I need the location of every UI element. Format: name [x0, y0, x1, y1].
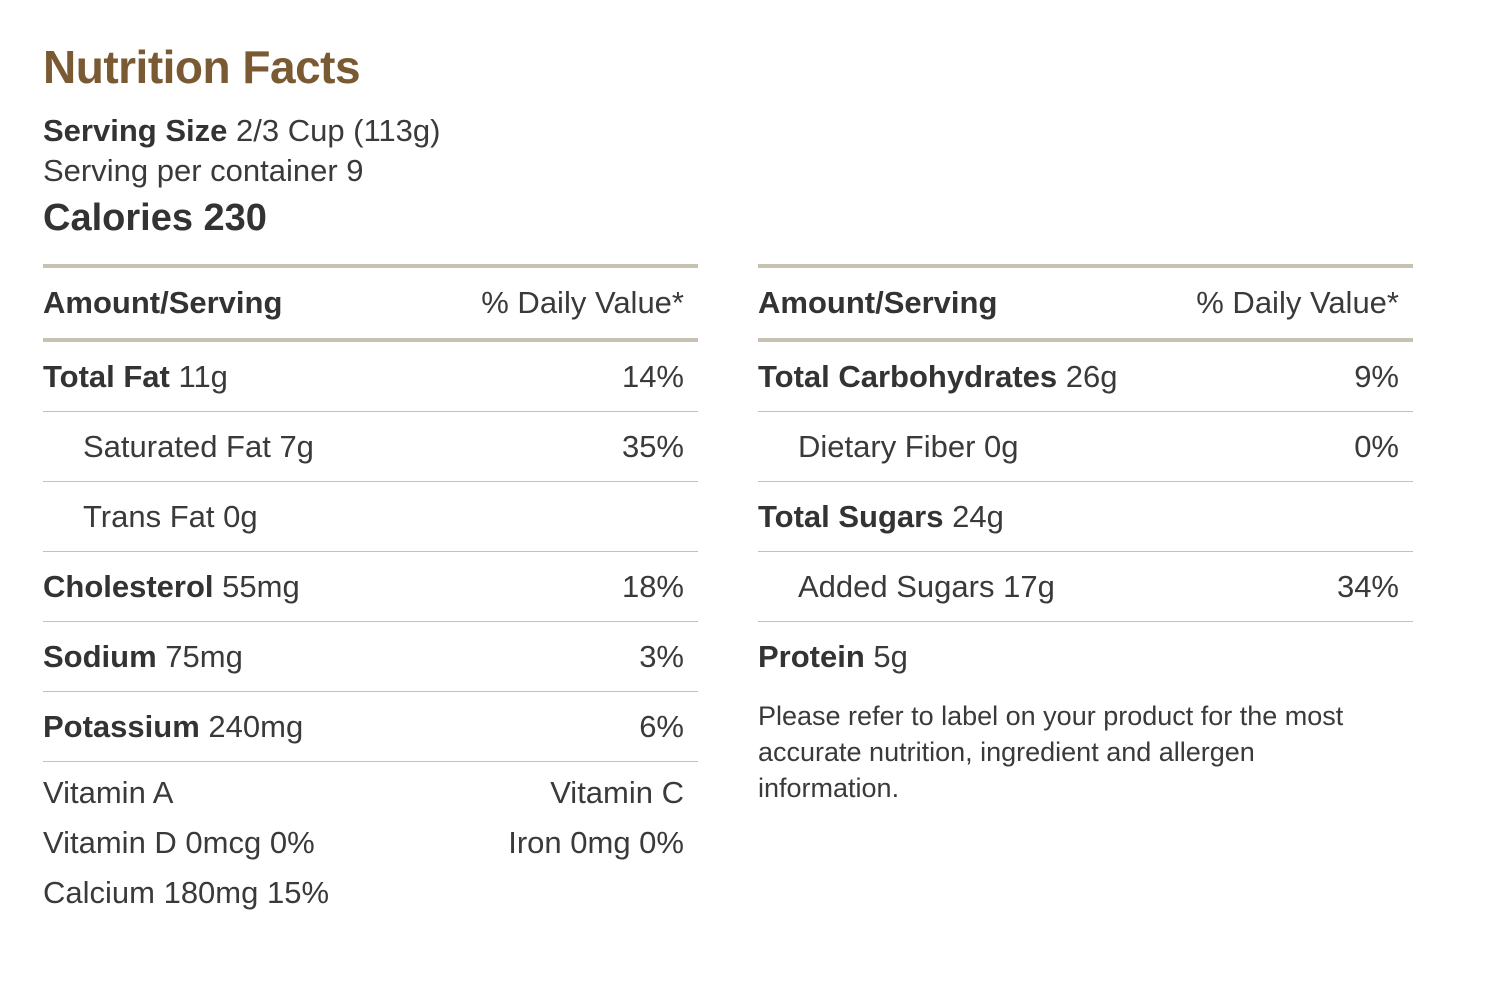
nutrient-label: Cholesterol 55mg	[43, 569, 300, 605]
nutrient-label: Protein 5g	[758, 639, 908, 675]
nutrient-label: Saturated Fat 7g	[83, 428, 314, 464]
vitamin-row: Vitamin D 0mcg 0% Iron 0mg 0%	[43, 818, 684, 868]
nutrient-dv: 6%	[639, 708, 684, 744]
table-header: Amount/Serving % Daily Value*	[758, 268, 1413, 338]
nutrient-label: Sodium 75mg	[43, 639, 243, 675]
table-row: Added Sugars 17g 34%	[758, 552, 1413, 622]
daily-value-header: % Daily Value*	[1196, 285, 1399, 320]
table-row: Dietary Fiber 0g 0%	[758, 412, 1413, 482]
serving-size-value: 2/3 Cup (113g)	[235, 113, 441, 148]
nutrient-dv: 34%	[1336, 568, 1399, 604]
serving-size-label: Serving Size	[43, 113, 228, 148]
nutrient-label: Total Sugars 24g	[758, 499, 1004, 535]
nutrient-dv: 18%	[621, 568, 684, 604]
nutrient-dv: 14%	[621, 358, 684, 394]
nutrient-label: Trans Fat 0g	[83, 498, 258, 534]
table-row: Cholesterol 55mg 18%	[43, 552, 698, 622]
nutrient-dv: 0%	[1354, 428, 1399, 464]
top-divider	[758, 264, 1413, 268]
vitamin-c: Vitamin C	[550, 775, 684, 810]
table-row: Total Carbohydrates 26g 9%	[758, 342, 1413, 412]
vitamin-a: Vitamin A	[43, 775, 174, 810]
nutrient-amount: 26g	[1065, 358, 1118, 394]
nutrient-amount: 55mg	[222, 568, 300, 604]
nutrient-label: Dietary Fiber 0g	[798, 428, 1019, 464]
nutrient-amount: 11g	[178, 358, 228, 394]
nutrient-label: Total Carbohydrates 26g	[758, 359, 1118, 395]
nutrient-table-left: Amount/Serving % Daily Value* Total Fat …	[43, 264, 698, 762]
table-row: Total Fat 11g 14%	[43, 342, 698, 412]
table-row: Sodium 75mg 3%	[43, 622, 698, 692]
nutrient-name: Total Fat	[43, 358, 170, 394]
nutrient-name: Total Carbohydrates	[758, 358, 1058, 394]
nutrient-amount: 240mg	[208, 708, 304, 744]
vitamin-d: Vitamin D 0mcg 0%	[43, 825, 315, 860]
amount-serving-header: Amount/Serving	[758, 285, 998, 320]
amount-serving-header: Amount/Serving	[43, 285, 283, 320]
table-row: Trans Fat 0g	[43, 482, 698, 552]
nutrient-dv: 3%	[639, 638, 684, 674]
nutrient-name: Potassium	[43, 708, 200, 744]
table-row: Total Sugars 24g	[758, 482, 1413, 552]
serving-size: Serving Size 2/3 Cup (113g)	[43, 112, 440, 150]
top-divider	[43, 264, 698, 268]
nutrient-amount: 75mg	[165, 638, 243, 674]
vitamin-row: Calcium 180mg 15%	[43, 868, 684, 918]
table-row: Protein 5g	[758, 622, 1413, 691]
nutrient-amount: 24g	[952, 498, 1004, 534]
nutrient-name: Total Sugars	[758, 498, 944, 534]
vitamins-list: Vitamin A Vitamin C Vitamin D 0mcg 0% Ir…	[43, 768, 684, 918]
table-row: Saturated Fat 7g 35%	[43, 412, 698, 482]
table-header: Amount/Serving % Daily Value*	[43, 268, 698, 338]
header-divider	[43, 338, 698, 342]
page-title: Nutrition Facts	[43, 41, 361, 93]
calcium: Calcium 180mg 15%	[43, 875, 330, 910]
calories: Calories 230	[43, 197, 267, 239]
servings-per-container: Serving per container 9	[43, 153, 364, 188]
nutrient-label: Added Sugars 17g	[798, 568, 1055, 604]
table-row: Potassium 240mg 6%	[43, 692, 698, 762]
nutrient-name: Cholesterol	[43, 568, 214, 604]
nutrient-name: Sodium	[43, 638, 157, 674]
disclaimer-text: Please refer to label on your product fo…	[758, 701, 1344, 803]
iron: Iron 0mg 0%	[508, 825, 684, 860]
nutrient-label: Potassium 240mg	[43, 709, 303, 745]
nutrient-amount: 5g	[873, 638, 908, 674]
nutrient-dv: 35%	[621, 428, 684, 464]
vitamin-row: Vitamin A Vitamin C	[43, 768, 684, 818]
header-divider	[758, 338, 1413, 342]
nutrient-table-right: Amount/Serving % Daily Value* Total Carb…	[758, 264, 1413, 691]
daily-value-header: % Daily Value*	[481, 285, 684, 320]
nutrient-dv: 9%	[1354, 358, 1399, 394]
nutrient-label: Total Fat 11g	[43, 359, 228, 395]
nutrient-name: Protein	[758, 638, 865, 674]
